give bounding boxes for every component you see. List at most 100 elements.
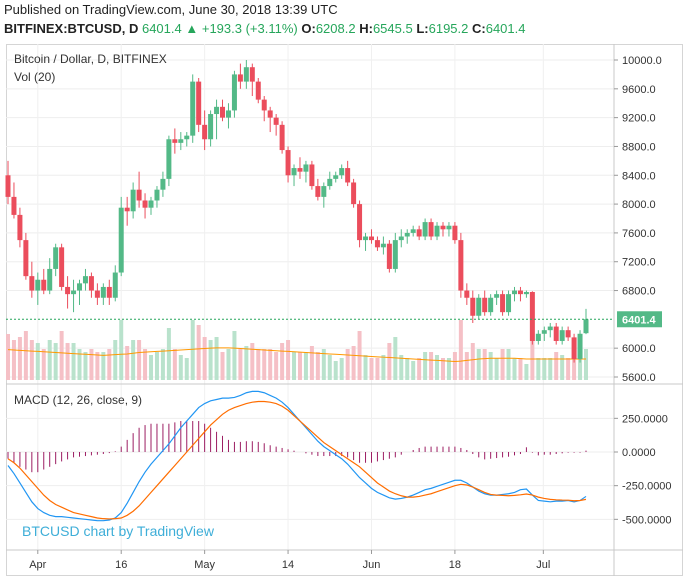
macd-tick-label: -500.0000 <box>622 514 672 526</box>
time-tick-label: 18 <box>449 559 461 571</box>
candle-body <box>5 175 11 197</box>
candle-body <box>357 204 363 241</box>
candle-body <box>214 106 220 115</box>
candle-body <box>392 240 398 269</box>
volume-bar <box>363 355 368 380</box>
candle-body <box>452 225 458 241</box>
time-axis: Apr 16 May 14 Jun 18 Jul <box>29 550 550 571</box>
volume-bar <box>405 358 410 380</box>
volume-bar <box>560 355 565 380</box>
volume-bar <box>53 343 58 380</box>
volume-bar <box>125 346 130 380</box>
candle-body <box>351 182 357 205</box>
volume-bar <box>500 349 505 380</box>
candle-body <box>249 67 255 82</box>
volume-bar <box>458 320 463 380</box>
volume-bar <box>262 349 267 380</box>
candle-body <box>333 175 339 179</box>
candle-body <box>428 222 434 237</box>
price-tick-label: 9200.0 <box>622 113 656 125</box>
volume-bar <box>119 320 124 380</box>
candle-body <box>243 67 249 82</box>
price-change: +193.3 (+3.11%) <box>201 21 298 36</box>
candle-body <box>529 291 535 341</box>
volume-bar <box>89 349 94 380</box>
volume-bar <box>41 349 46 380</box>
volume-bar <box>381 355 386 380</box>
candle-body <box>71 290 77 295</box>
volume-bar <box>297 352 302 380</box>
volume-bar <box>536 358 541 380</box>
candle-body <box>434 225 440 237</box>
volume-bar <box>154 352 159 380</box>
candle-body <box>184 135 190 140</box>
candle-body <box>523 291 529 295</box>
volume-bar <box>214 337 219 380</box>
volume-bar <box>143 349 148 380</box>
candle-body <box>148 200 154 208</box>
price-candles <box>5 60 589 363</box>
candle-body <box>535 333 541 341</box>
candle-body <box>255 81 261 100</box>
low-value: 6195.2 <box>428 21 469 36</box>
candle-body <box>386 243 392 269</box>
candle-body <box>476 297 482 316</box>
last-price: 6401.4 <box>141 21 182 36</box>
time-tick-label: 16 <box>115 559 127 571</box>
last-price-tag: 6401.4 <box>622 314 657 326</box>
candle-body <box>273 117 279 125</box>
candle-body <box>118 207 124 273</box>
volume-bar <box>321 349 326 380</box>
candle-body <box>100 286 106 298</box>
candle-body <box>23 240 29 277</box>
volume-bar <box>566 358 571 380</box>
macd-line <box>7 390 587 522</box>
signal-line <box>7 400 587 520</box>
volume-bar <box>65 343 70 380</box>
open-value: 6208.2 <box>315 21 356 36</box>
volume-bar <box>6 334 10 380</box>
chart-frame <box>6 44 683 576</box>
candle-body <box>374 240 380 248</box>
up-arrow-icon: ▲ <box>185 21 199 36</box>
volume-bar <box>399 355 404 380</box>
macd-tick-label: -250.0000 <box>622 481 672 493</box>
candle-body <box>494 294 500 298</box>
candle-body <box>47 268 53 291</box>
volume-bar <box>107 349 112 380</box>
candle-body <box>565 330 571 338</box>
volume-bars <box>6 320 588 380</box>
candle-body <box>53 247 59 269</box>
volume-bar <box>303 352 308 380</box>
volume-bar <box>190 320 195 380</box>
volume-bar <box>488 352 493 380</box>
volume-bar <box>196 325 201 380</box>
price-pane-title: Bitcoin / Dollar, D, BITFINEX <box>14 52 167 66</box>
candle-body <box>577 333 583 359</box>
volume-bar <box>178 355 183 380</box>
candle-body <box>225 110 231 118</box>
high-value: 6545.5 <box>372 21 413 36</box>
candle-body <box>363 236 369 241</box>
quote-line: BITFINEX:BTCUSD, D 6401.4 ▲ +193.3 (+3.1… <box>4 21 525 36</box>
candle-body <box>178 139 184 143</box>
candle-body <box>547 326 553 331</box>
volume-bar <box>339 358 344 380</box>
candle-body <box>196 81 202 125</box>
price-tick-label: 10000.0 <box>622 55 662 67</box>
candle-body <box>35 279 41 291</box>
volume-bar <box>226 349 231 380</box>
symbol-label: BITFINEX:BTCUSD, D <box>4 21 139 36</box>
candle-body <box>511 290 517 295</box>
candle-body <box>500 294 506 313</box>
volume-bar <box>506 349 511 380</box>
candle-body <box>446 225 452 230</box>
price-tick-label: 9600.0 <box>622 84 656 96</box>
candle-body <box>17 214 23 241</box>
volume-bar <box>35 343 40 380</box>
candle-body <box>231 74 237 111</box>
volume-bar <box>274 352 279 380</box>
volume-bar <box>482 349 487 380</box>
volume-bar <box>512 358 517 380</box>
